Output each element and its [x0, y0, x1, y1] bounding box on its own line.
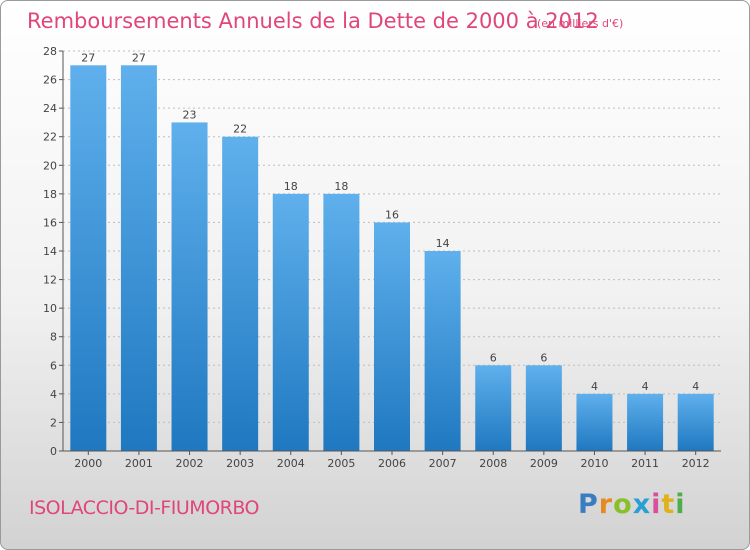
bar-2008 [475, 365, 512, 451]
data-label: 14 [436, 237, 450, 250]
x-tick-label: 2003 [226, 457, 254, 470]
data-label: 18 [334, 180, 348, 193]
y-tick-label: 8 [50, 331, 57, 344]
bar-2012 [677, 393, 714, 451]
data-label: 16 [385, 208, 399, 221]
y-tick-label: 12 [43, 274, 57, 287]
y-tick-label: 4 [50, 388, 57, 401]
bar-2005 [323, 193, 360, 451]
y-tick-label: 14 [43, 245, 57, 258]
x-tick-label: 2010 [580, 457, 608, 470]
logo-letter: i [675, 489, 686, 520]
data-label: 23 [183, 108, 197, 121]
x-tick-label: 2000 [74, 457, 102, 470]
y-tick-label: 0 [50, 445, 57, 458]
bar-2002 [171, 122, 208, 451]
logo-letter: t [661, 489, 676, 520]
y-tick-label: 2 [50, 416, 57, 429]
bar-2011 [627, 393, 664, 451]
y-tick-label: 24 [43, 102, 57, 115]
bars: 27 27 23 22 18 18 16 14 6 6 4 4 4 [70, 51, 714, 452]
data-label: 18 [284, 180, 298, 193]
bar-2000 [70, 65, 107, 452]
y-tick-label: 10 [43, 302, 57, 315]
x-tick-label: 2001 [125, 457, 153, 470]
x-tick-label: 2008 [479, 457, 507, 470]
x-tick-label: 2011 [631, 457, 659, 470]
x-tick-label: 2009 [530, 457, 558, 470]
data-label: 4 [692, 380, 699, 393]
y-tick-label: 28 [43, 45, 57, 58]
logo-letter: i [651, 489, 662, 520]
y-tick-label: 6 [50, 359, 57, 372]
x-tick-label: 2005 [327, 457, 355, 470]
y-tick-label: 22 [43, 131, 57, 144]
y-tick-label: 26 [43, 74, 57, 87]
x-tick-label: 2002 [176, 457, 204, 470]
y-tick-label: 20 [43, 159, 57, 172]
bar-2007 [424, 251, 461, 451]
y-tick-label: 18 [43, 188, 57, 201]
bar-2004 [272, 193, 309, 451]
data-label: 22 [233, 123, 247, 136]
data-label: 4 [642, 380, 649, 393]
logo-letter: P [578, 489, 599, 520]
logo-letter: x [632, 489, 652, 520]
x-tick-label: 2007 [429, 457, 457, 470]
bar-2010 [576, 393, 613, 451]
bar-2001 [120, 65, 157, 452]
bar-2009 [525, 365, 562, 451]
x-tick-label: 2004 [277, 457, 305, 470]
x-tick-label: 2012 [682, 457, 710, 470]
chart-unit: (en milliers d'€) [537, 17, 624, 30]
commune-name: ISOLACCIO-DI-FIUMORBO [29, 497, 260, 519]
bar-2003 [222, 136, 259, 451]
data-label: 6 [540, 351, 547, 364]
y-tick-label: 16 [43, 216, 57, 229]
data-label: 27 [81, 51, 95, 64]
bar-2006 [374, 222, 410, 451]
data-label: 4 [591, 380, 598, 393]
proxiti-logo: Proxiti [578, 489, 686, 520]
data-label: 6 [490, 351, 497, 364]
chart-title: Remboursements Annuels de la Dette de 20… [27, 9, 599, 33]
x-tick-label: 2006 [378, 457, 406, 470]
data-label: 27 [132, 51, 146, 64]
logo-letter: r [598, 489, 614, 520]
logo-letter: o [613, 489, 633, 520]
